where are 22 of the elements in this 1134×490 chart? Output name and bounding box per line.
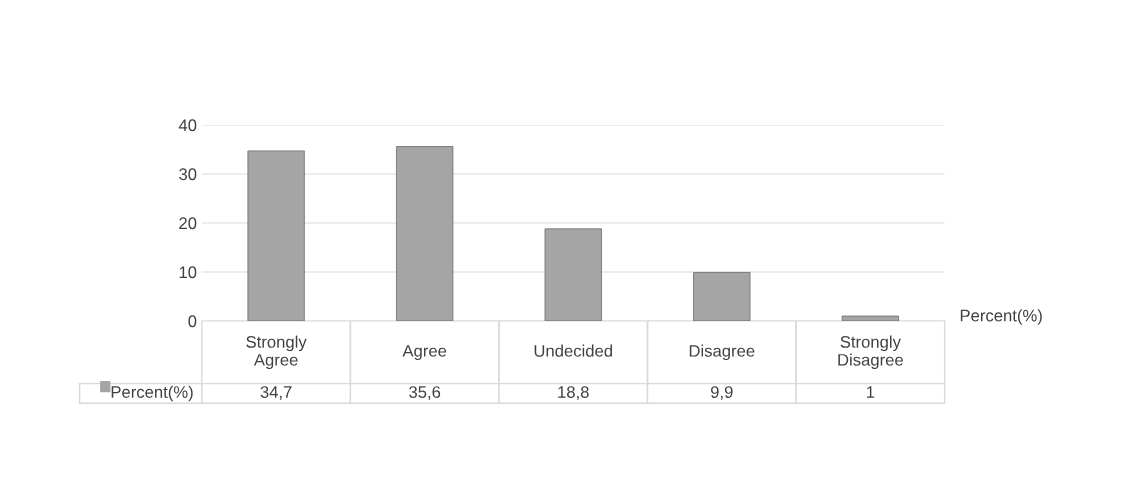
- data-label: 18,8: [558, 386, 589, 400]
- bar: [396, 146, 454, 321]
- data-label: 35,6: [409, 386, 441, 400]
- x-tick-label: Agree: [402, 345, 447, 361]
- data-label: 9,9: [710, 386, 733, 400]
- y-tick-label: 0: [188, 315, 197, 328]
- bar: [247, 150, 305, 321]
- data-label: 34,7: [260, 386, 292, 400]
- y-tick-label: 40: [178, 119, 197, 132]
- text: Percent(%): [960, 309, 1042, 325]
- y-tick-label: 10: [179, 266, 197, 279]
- bar: [841, 315, 899, 321]
- y-tick-label: 30: [179, 168, 197, 181]
- x-tick-label: Disagree: [689, 344, 755, 361]
- x-tick-label: Undecided: [534, 344, 613, 357]
- y-tick-label: 20: [179, 217, 197, 230]
- bar: [544, 228, 602, 321]
- legend-label: Percent(%): [111, 385, 193, 402]
- data-label: 1: [866, 386, 875, 398]
- bar: [693, 272, 751, 321]
- x-tick-label: Strongly Disagree: [838, 335, 903, 370]
- x-tick-label: Strongly Agree: [246, 335, 307, 370]
